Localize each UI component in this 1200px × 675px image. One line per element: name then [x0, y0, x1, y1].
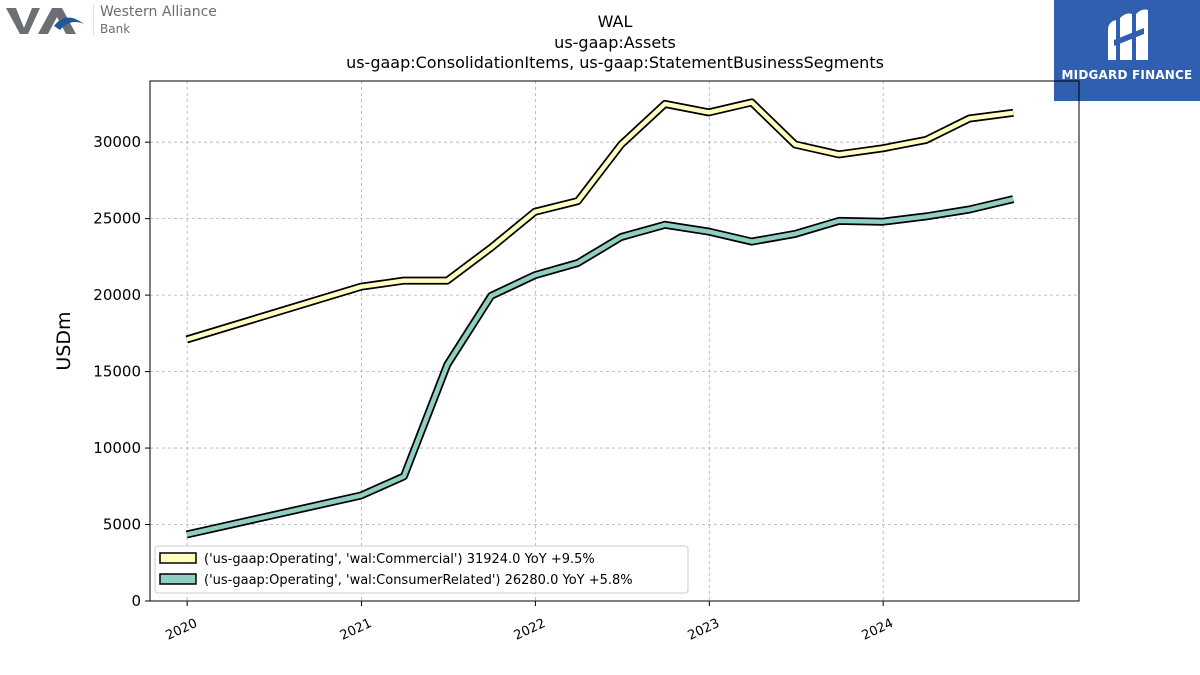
legend-item: ('us-gaap:Operating', 'wal:Commercial') …: [159, 552, 595, 567]
y-tick-label: 10000: [93, 439, 141, 457]
legend-box: [154, 545, 689, 594]
series-1: [185, 98, 1014, 344]
title-line-2: us-gaap:Assets: [554, 33, 676, 52]
western-alliance-logo: Western Alliance Bank: [4, 4, 224, 38]
series-line: [186, 196, 1014, 537]
y-tick-label: 0: [131, 592, 141, 610]
legend-label: ('us-gaap:Operating', 'wal:Commercial') …: [204, 552, 595, 567]
y-tick-label: 30000: [93, 133, 141, 151]
x-tick-label: 2021: [338, 616, 374, 644]
midgard-finance-logo: MIDGARD FINANCE: [1054, 0, 1200, 101]
legend-swatch: [159, 552, 197, 564]
brand-name-line2: Bank: [100, 22, 131, 36]
x-axis: 2020 2021 2022 2023 2024: [164, 601, 896, 644]
y-tick-label: 5000: [103, 516, 141, 534]
title-line-3: us-gaap:ConsolidationItems, us-gaap:Stat…: [346, 53, 884, 72]
x-tick-label: 2022: [512, 616, 548, 644]
series-line: [186, 100, 1014, 342]
y-tick-label: 15000: [93, 363, 141, 381]
plot-frame: [149, 80, 1080, 602]
x-tick-label: 2024: [860, 616, 896, 644]
title-line-1: WAL: [598, 12, 633, 31]
legend-label: ('us-gaap:Operating', 'wal:ConsumerRelat…: [204, 573, 633, 588]
x-tick-label: 2020: [164, 616, 200, 644]
series-2: [185, 195, 1015, 539]
brand-name: MIDGARD FINANCE: [1061, 68, 1193, 82]
brand-name-line1: Western Alliance: [100, 4, 217, 20]
x-tick-label: 2023: [686, 616, 722, 644]
legend-item: ('us-gaap:Operating', 'wal:ConsumerRelat…: [159, 573, 633, 588]
series-layer: [185, 98, 1015, 539]
y-tick-label: 20000: [93, 286, 141, 304]
legend: ('us-gaap:Operating', 'wal:Commercial') …: [154, 545, 689, 594]
legend-swatch: [159, 573, 197, 585]
chart-title: WAL us-gaap:Assets us-gaap:Consolidation…: [346, 12, 884, 72]
midgard-monogram-icon: [1108, 9, 1148, 60]
y-axis: 0 5000 10000 15000 20000 25000 30000: [93, 133, 150, 610]
y-axis-label: USDm: [53, 311, 75, 370]
y-tick-label: 25000: [93, 210, 141, 228]
